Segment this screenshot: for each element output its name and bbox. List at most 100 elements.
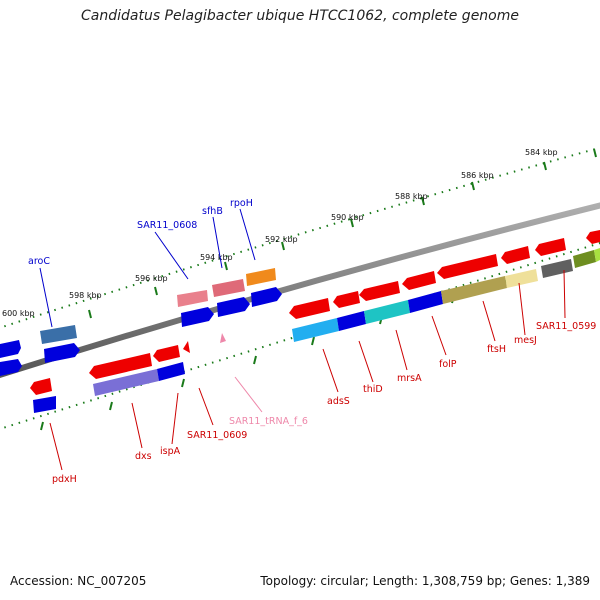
gene-arrow	[246, 268, 276, 286]
gene-arrow	[251, 287, 282, 307]
tick-mark	[543, 161, 547, 171]
gene-arrow	[183, 341, 190, 353]
gene-label: SAR11_tRNA_f_6	[229, 416, 308, 427]
tick-mark	[224, 261, 228, 271]
reverse-genes	[89, 230, 600, 379]
tick-mark	[109, 401, 113, 411]
trna-marker	[220, 333, 226, 343]
gene-label: sfhB	[202, 206, 223, 217]
gene-arrow	[0, 359, 22, 376]
gene-arrow	[408, 291, 443, 313]
tick-label: 592 kbp	[265, 235, 298, 244]
accession-label: Accession: NC_007205	[10, 574, 147, 588]
tick-mark	[181, 378, 185, 388]
gene-label: dxs	[135, 451, 152, 462]
leader-line	[518, 282, 526, 336]
outer-ruler-line	[0, 146, 600, 329]
gene-arrow	[586, 230, 600, 244]
page-title: Candidatus Pelagibacter ubique HTCC1062,…	[80, 8, 519, 24]
tick-label: 600 kbp	[2, 309, 35, 318]
gene-arrow	[40, 325, 77, 344]
leader-line	[482, 300, 496, 342]
leader-line	[395, 329, 408, 371]
forward-genes-lower	[0, 287, 282, 376]
leader-line	[358, 340, 374, 383]
gene-label: aroC	[28, 256, 50, 267]
gene-arrow	[89, 353, 152, 379]
gene-arrow	[177, 290, 208, 307]
gene-arrow	[364, 300, 410, 324]
gene-label: ftsH	[487, 344, 506, 355]
gene-label: SAR11_0608	[137, 220, 197, 231]
gene-arrow	[292, 318, 339, 342]
gene-arrow	[541, 259, 573, 278]
gene-arrow	[441, 276, 507, 304]
leader-line	[131, 402, 143, 449]
gene-arrow	[573, 250, 596, 268]
tick-mark	[471, 181, 475, 191]
gene-label: folP	[439, 359, 457, 370]
gene-arrow	[181, 307, 214, 327]
tick-label: 594 kbp	[200, 253, 233, 262]
leader-line	[322, 348, 339, 393]
tick-mark	[40, 421, 44, 431]
gene-label: mesJ	[514, 335, 537, 346]
tick-mark	[253, 355, 257, 365]
gene-arrow	[505, 269, 538, 288]
leader-line	[563, 269, 566, 319]
genome-summary: Topology: circular; Length: 1,308,759 bp…	[260, 574, 590, 588]
forward-genes	[0, 268, 276, 358]
tick-mark	[88, 309, 92, 319]
gene-arrow	[33, 396, 56, 413]
gene-arrow	[30, 378, 52, 395]
gene-arrow	[212, 279, 245, 297]
gene-arrow	[535, 238, 566, 256]
reverse-genes-lower	[30, 248, 600, 413]
tick-mark	[311, 336, 315, 346]
gene-arrow	[0, 340, 21, 358]
gene-label: thiD	[363, 384, 383, 395]
leader-line	[239, 208, 256, 261]
gene-arrow	[157, 362, 185, 381]
gene-label: rpoH	[230, 198, 253, 209]
leader-line	[49, 422, 63, 471]
tick-mark	[154, 286, 158, 296]
gene-label: adsS	[327, 396, 350, 407]
tick-label: 590 kbp	[331, 213, 364, 222]
gene-label: mrsA	[397, 373, 422, 384]
tick-mark	[281, 241, 285, 251]
gene-arrow	[402, 271, 436, 290]
gene-label: SAR11_0609	[187, 430, 247, 441]
gene-arrow	[359, 281, 400, 301]
gene-label: ispA	[160, 446, 181, 457]
forward-gene-labels: aroC SAR11_0608 sfhB rpoH	[28, 198, 253, 267]
tick-labels: 584 kbp 586 kbp 588 kbp 590 kbp 592 kbp …	[2, 148, 558, 318]
leader-line	[198, 387, 214, 426]
gene-arrow	[93, 369, 159, 396]
leader-line	[212, 216, 223, 269]
outer-ticks	[88, 148, 597, 319]
gene-arrow	[337, 311, 366, 331]
tick-label: 586 kbp	[461, 171, 494, 180]
gene-arrow	[333, 291, 360, 308]
tick-mark	[593, 148, 597, 158]
gene-arrow	[437, 254, 498, 279]
leader-line	[39, 267, 53, 328]
tick-label: 588 kbp	[395, 192, 428, 201]
tick-mark	[421, 196, 425, 206]
leader-line	[171, 392, 179, 445]
tick-mark	[350, 218, 354, 228]
leader-line	[431, 315, 447, 356]
gene-arrow	[501, 246, 530, 264]
gene-arrow	[594, 248, 600, 262]
leader-line	[154, 231, 189, 280]
tick-label: 596 kbp	[135, 274, 168, 283]
reverse-gene-labels: pdxH dxs ispA SAR11_0609 adsS thiD mrsA …	[52, 321, 596, 485]
tick-label: 584 kbp	[525, 148, 558, 157]
gene-label: pdxH	[52, 474, 77, 485]
tick-label: 598 kbp	[69, 291, 102, 300]
leader-line	[234, 376, 263, 413]
gene-arrow	[44, 343, 80, 363]
gene-label: SAR11_0599	[536, 321, 596, 332]
